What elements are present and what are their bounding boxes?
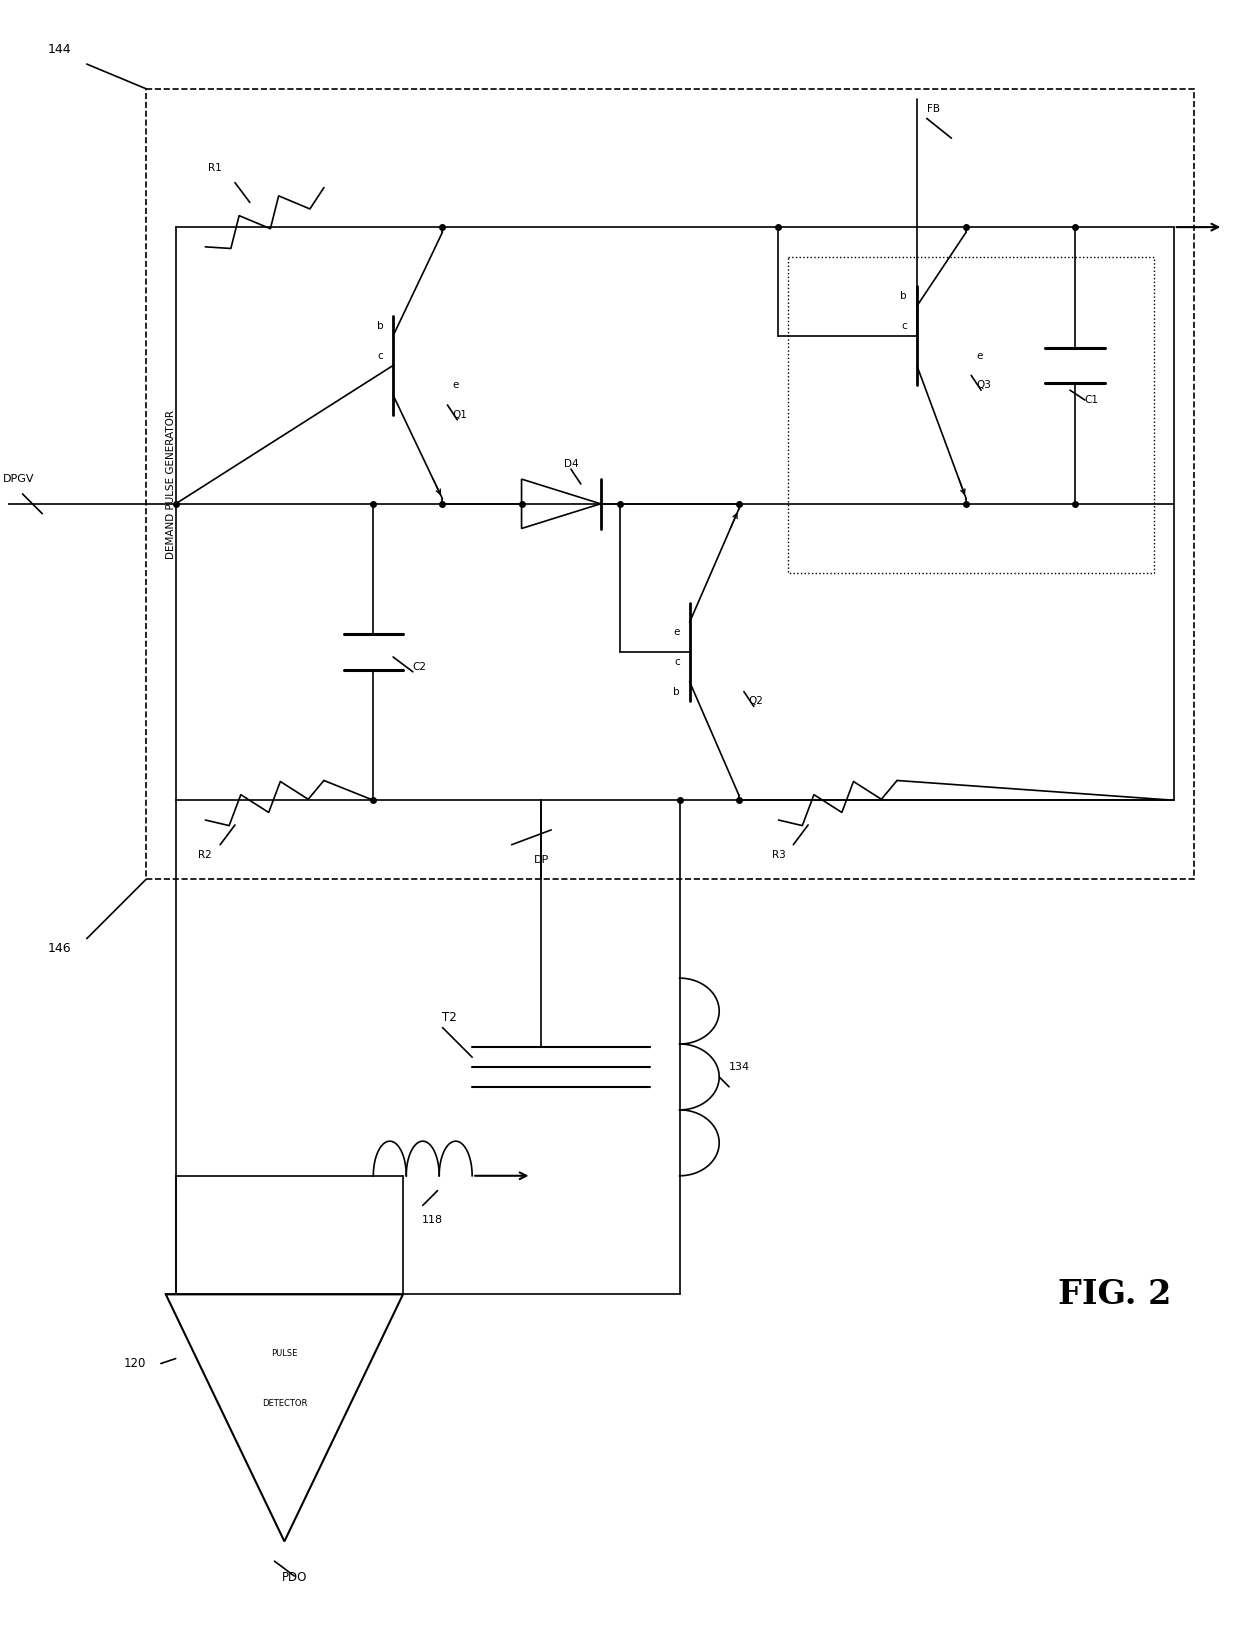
Text: e: e (673, 628, 680, 637)
Text: 146: 146 (47, 941, 71, 955)
Text: DEMAND PULSE GENERATOR: DEMAND PULSE GENERATOR (166, 409, 176, 559)
Text: R3: R3 (771, 849, 785, 859)
Text: e: e (453, 380, 459, 389)
Text: b: b (377, 320, 383, 330)
Text: DPGV: DPGV (2, 475, 35, 485)
Text: 120: 120 (124, 1357, 146, 1370)
Text: R1: R1 (208, 163, 222, 173)
Text: C2: C2 (413, 662, 427, 672)
Text: FB: FB (926, 104, 940, 113)
Text: Q1: Q1 (453, 409, 467, 421)
Text: Q2: Q2 (749, 697, 764, 706)
Text: D4: D4 (564, 460, 578, 470)
Text: b: b (900, 291, 906, 301)
Text: PDO: PDO (281, 1571, 308, 1584)
Text: Q3: Q3 (976, 380, 991, 389)
Text: e: e (976, 350, 982, 360)
Text: C1: C1 (1085, 394, 1099, 406)
Text: 118: 118 (422, 1216, 443, 1226)
Text: c: c (673, 657, 680, 667)
Polygon shape (522, 480, 600, 529)
Text: 134: 134 (729, 1061, 750, 1073)
Text: c: c (377, 350, 383, 360)
Text: 144: 144 (47, 43, 71, 56)
Text: FIG. 2: FIG. 2 (1058, 1278, 1171, 1311)
Text: DP: DP (533, 854, 549, 864)
Text: b: b (673, 687, 680, 697)
Text: T2: T2 (443, 1010, 458, 1024)
Text: c: c (901, 320, 906, 330)
Text: PULSE: PULSE (272, 1349, 298, 1359)
Text: DETECTOR: DETECTOR (262, 1398, 308, 1408)
Text: R2: R2 (198, 849, 212, 859)
